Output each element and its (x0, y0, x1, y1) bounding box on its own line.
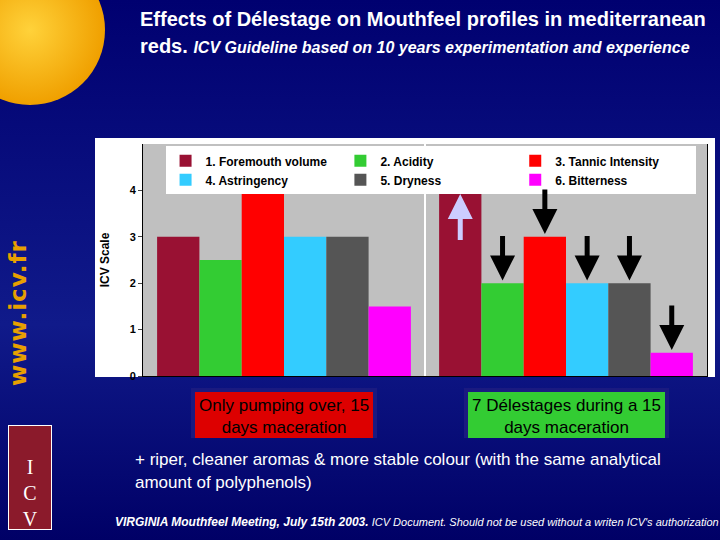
svg-text:1. Foremouth volume: 1. Foremouth volume (206, 155, 328, 169)
svg-text:Only pumping over, 15days mace: Only pumping over, 15days maceration (199, 396, 369, 437)
html-text:VIRGINIA Mouthfeel Meeting, Ju: VIRGINIA Mouthfeel Meeting, July 15th 20… (115, 515, 719, 529)
svg-text:0: 0 (130, 370, 136, 382)
svg-text:5. Dryness: 5. Dryness (380, 174, 441, 188)
html-text:C: C (23, 482, 37, 504)
svg-text:1: 1 (130, 323, 136, 335)
svg-text:2: 2 (130, 277, 136, 289)
svg-text:3. Tannic Intensity: 3. Tannic Intensity (555, 155, 659, 169)
svg-text:4. Astringency: 4. Astringency (206, 174, 289, 188)
svg-text:2. Acidity: 2. Acidity (380, 155, 433, 169)
svg-text:7 Délestages during a 15days m: 7 Délestages during a 15days maceration (472, 396, 661, 437)
html-text:+ riper, cleaner aromas & more: + riper, cleaner aromas & more stable co… (135, 450, 661, 492)
html-text:www.icv.fr: www.icv.fr (5, 240, 31, 386)
html-text:I: I (26, 456, 34, 478)
html-text:Effects of Délestage on Mouthf: Effects of Délestage on Mouthfeel profil… (140, 8, 706, 57)
svg-text:4: 4 (130, 184, 137, 196)
svg-text:ICV Scale: ICV Scale (98, 232, 112, 287)
svg-text:3: 3 (130, 231, 136, 243)
html-text:V: V (22, 508, 38, 530)
svg-text:6. Bitterness: 6. Bitterness (555, 174, 627, 188)
